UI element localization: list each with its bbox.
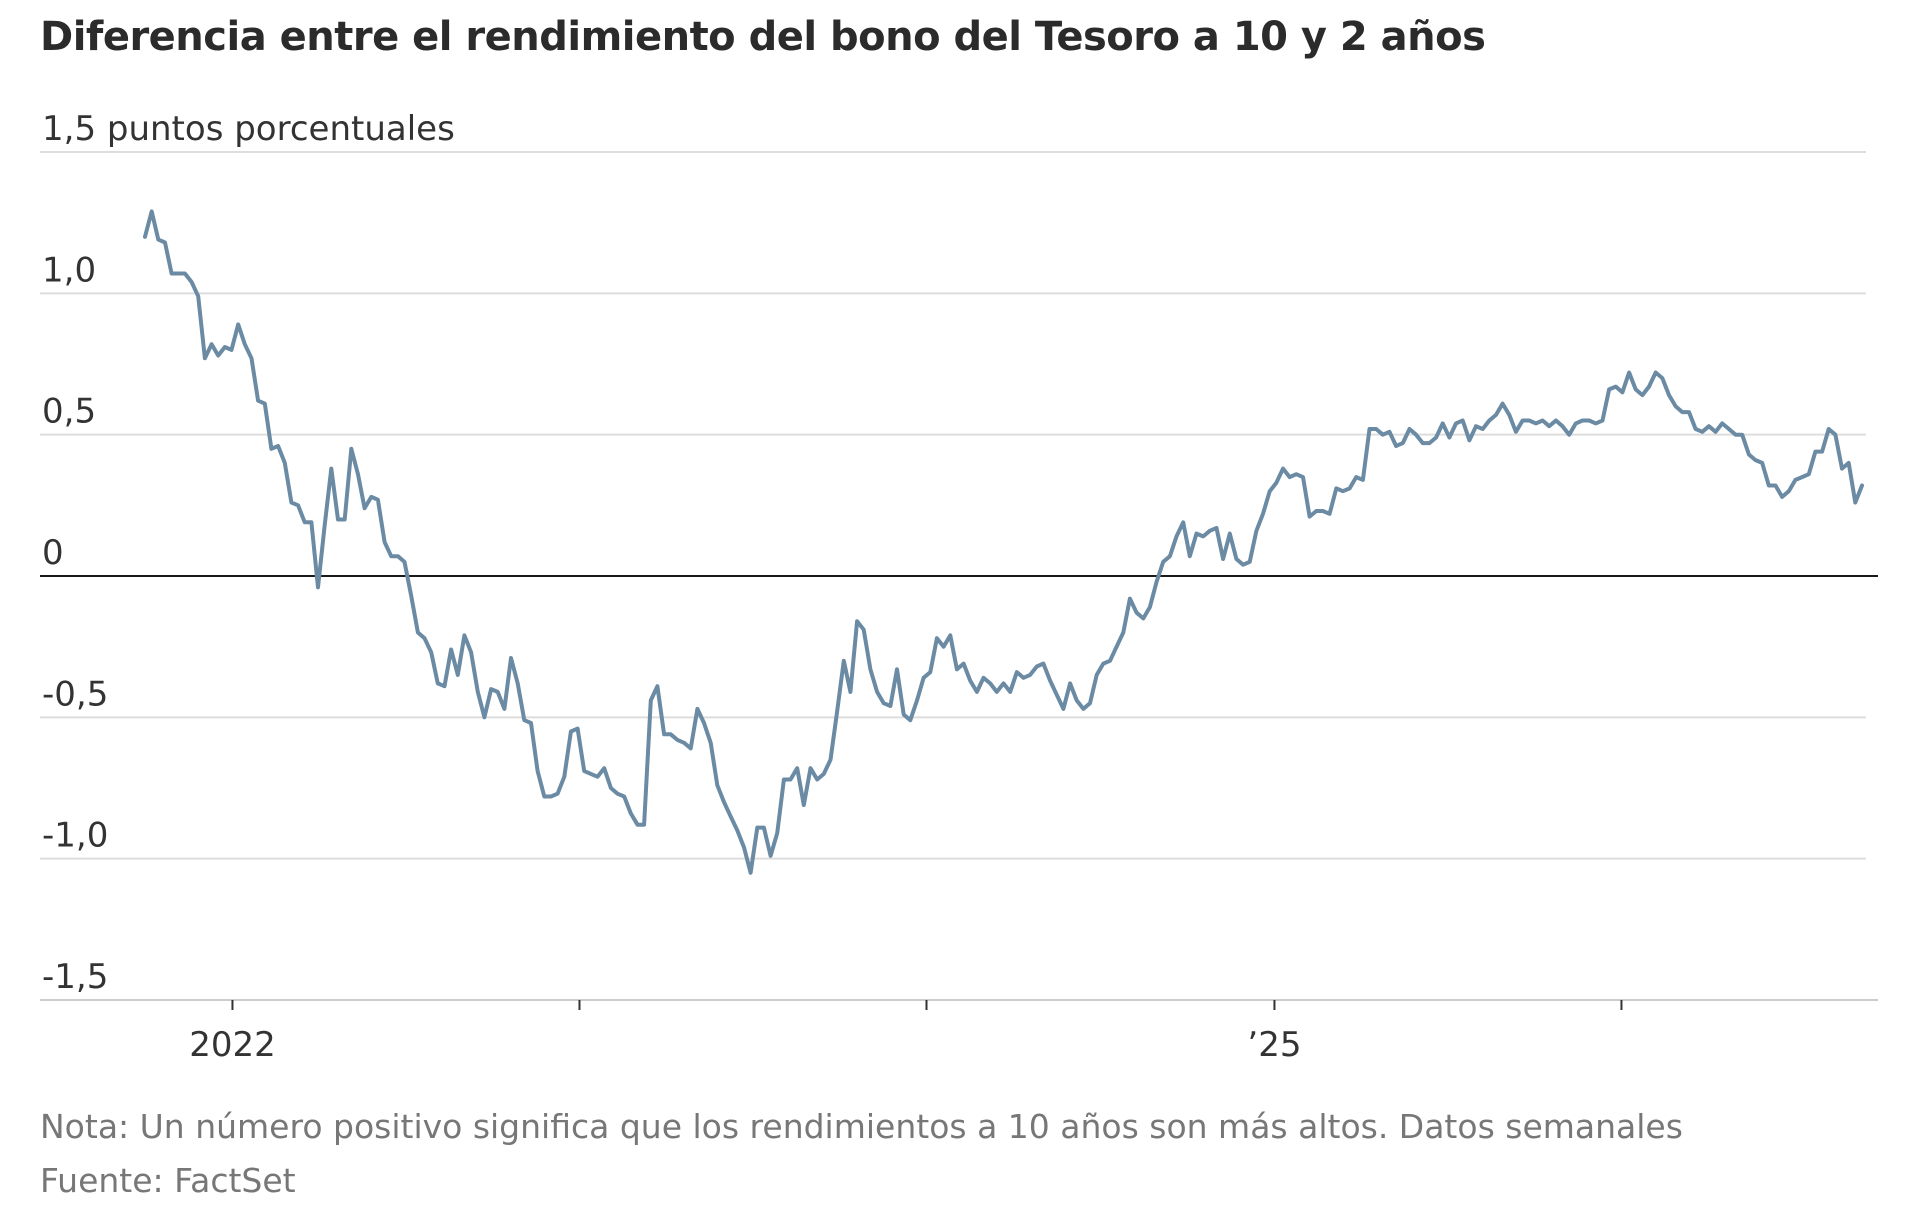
y-tick-label: -1,5 xyxy=(42,957,108,997)
y-tick-label: 0 xyxy=(42,533,64,573)
y-axis: 1,5 puntos porcentuales 1,0 0,5 0 -0,5 -1,0 -1… xyxy=(42,109,455,997)
chart-notes: Nota: Un número positivo significa que l… xyxy=(40,1100,1683,1208)
y-tick-label: 1,0 xyxy=(42,250,96,290)
x-tick-label: 2022 xyxy=(189,1025,276,1065)
y-tick-label: 0,5 xyxy=(42,392,96,432)
note-text: Nota: Un número positivo significa que l… xyxy=(40,1107,1683,1146)
y-tick-label: -0,5 xyxy=(42,674,108,714)
chart-title: Diferencia entre el rendimiento del bono… xyxy=(40,14,1486,60)
series-line xyxy=(143,209,1864,875)
x-axis: 2022 ’25 xyxy=(40,999,1878,1065)
y-tick-label: -1,0 xyxy=(42,816,108,856)
y-tick-label: 1,5 puntos porcentuales xyxy=(42,109,455,149)
x-tick-label: ’25 xyxy=(1247,1025,1301,1065)
source-text: Fuente: FactSet xyxy=(40,1161,296,1200)
series xyxy=(143,209,1864,875)
